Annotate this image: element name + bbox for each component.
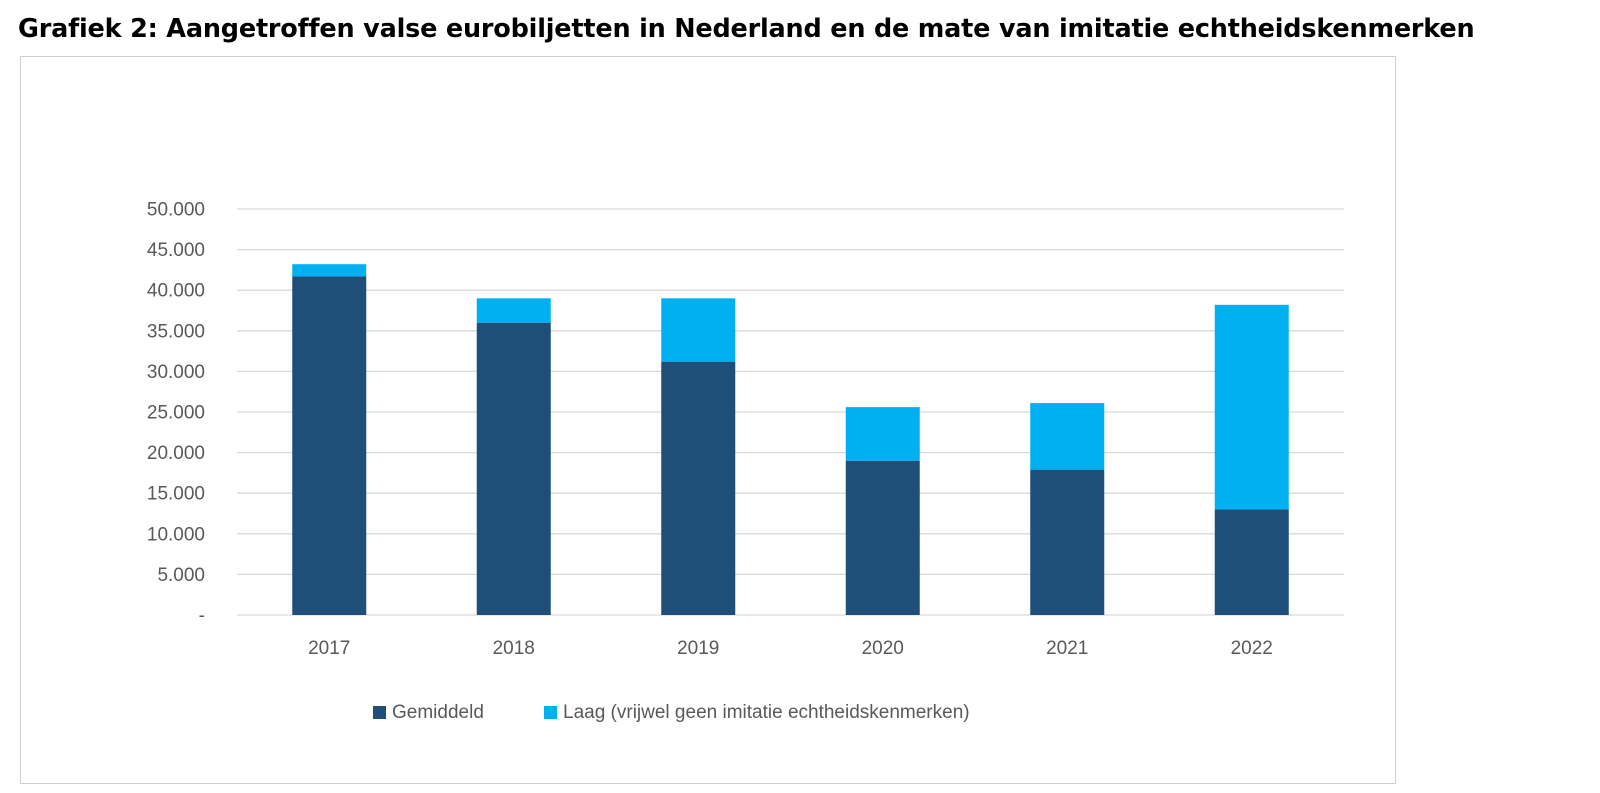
gridlines [237, 208, 1344, 616]
bar-2019-gemiddeld [661, 361, 736, 615]
x-tick-label: 2018 [493, 638, 535, 659]
bar-2021-laag [1030, 403, 1105, 470]
bar-2022-laag [1214, 304, 1289, 510]
y-tick-label: 20.000 [147, 443, 205, 464]
bar-2017-laag [292, 264, 367, 277]
legend-swatch [373, 706, 386, 719]
y-tick-label: 35.000 [147, 321, 205, 342]
y-tick-label: 40.000 [147, 281, 205, 302]
legend-label: Gemiddeld [392, 702, 484, 723]
bar-2018-gemiddeld [476, 322, 551, 615]
bar-2018-laag [476, 298, 551, 323]
x-tick-label: 2022 [1231, 638, 1273, 659]
x-tick-label: 2020 [862, 638, 904, 659]
y-tick-label: 25.000 [147, 403, 205, 424]
legend: Gemiddeld Laag (vrijwel geen imitatie ech… [373, 702, 970, 723]
bar-2019-laag [661, 298, 736, 362]
y-tick-label: 45.000 [147, 240, 205, 261]
x-tick-label: 2021 [1046, 638, 1088, 659]
x-axis: 2017 2018 2019 2020 2021 2022 [308, 638, 1273, 659]
chart-title: Grafiek 2: Aangetroffen valse eurobiljet… [18, 14, 1475, 44]
y-tick-label: 10.000 [147, 524, 205, 545]
y-tick-label: 30.000 [147, 362, 205, 383]
legend-swatch [544, 706, 557, 719]
x-tick-label: 2019 [677, 638, 719, 659]
x-tick-label: 2017 [308, 638, 350, 659]
bar-2021-gemiddeld [1030, 469, 1105, 615]
y-tick-label: 50.000 [147, 200, 205, 221]
legend-label: Laag (vrijwel geen imitatie echtheidsken… [563, 702, 970, 723]
y-tick-label: 15.000 [147, 484, 205, 505]
bar-2017-gemiddeld [292, 276, 367, 615]
bar-2020-gemiddeld [845, 460, 920, 615]
bars [292, 264, 1289, 615]
y-tick-label: - [199, 606, 205, 627]
y-tick-label: 5.000 [157, 565, 205, 586]
bar-2022-gemiddeld [1214, 509, 1289, 615]
y-axis: - 5.000 10.000 15.000 20.000 25.000 30.000 35.0… [147, 200, 205, 627]
bar-2020-laag [845, 407, 920, 461]
